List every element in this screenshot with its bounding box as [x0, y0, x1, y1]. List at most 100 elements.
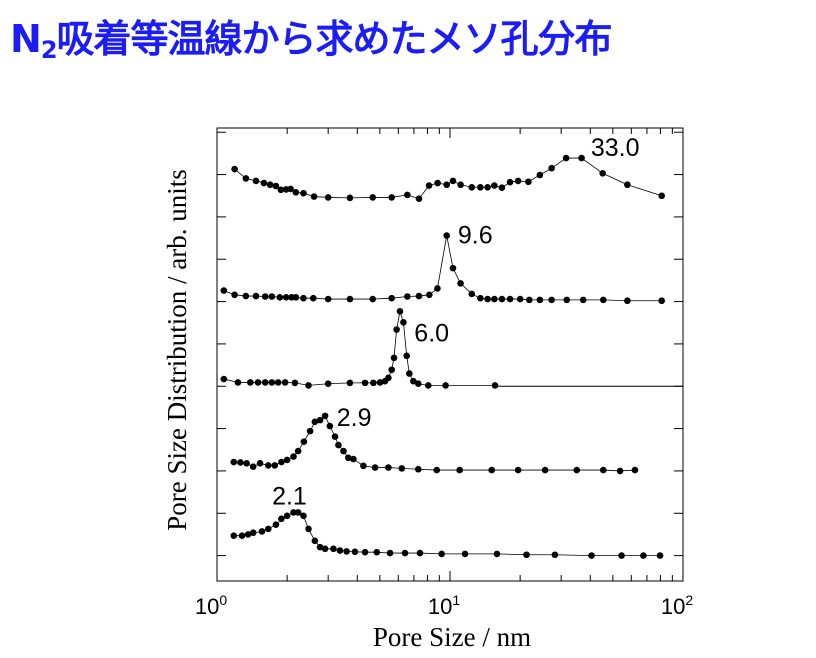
data-point	[292, 189, 300, 196]
data-point	[361, 379, 369, 387]
data-point	[656, 552, 664, 559]
peak-label: 6.0	[414, 319, 449, 347]
data-point	[579, 296, 587, 304]
data-point	[371, 464, 379, 471]
tick-base: 10	[661, 594, 685, 619]
data-point	[324, 380, 332, 388]
data-point	[324, 194, 332, 201]
data-point	[388, 366, 395, 374]
tick-exponent: 2	[685, 592, 693, 608]
data-point	[563, 296, 571, 304]
series-group	[220, 154, 683, 559]
tick-exponent: 0	[219, 592, 227, 608]
data-point	[434, 285, 441, 292]
data-point	[514, 466, 522, 474]
data-point	[290, 509, 297, 516]
data-point	[403, 352, 411, 360]
data-point	[244, 531, 252, 538]
data-point	[268, 379, 276, 386]
data-point	[433, 466, 441, 474]
data-point	[434, 179, 441, 187]
data-point	[658, 192, 665, 200]
data-point	[624, 181, 631, 189]
data-point	[415, 195, 423, 203]
tick-base: 10	[428, 594, 452, 619]
series-line	[233, 415, 635, 472]
peak-label: 9.6	[458, 222, 493, 250]
data-point	[276, 294, 284, 301]
data-point	[477, 183, 484, 191]
data-point	[449, 177, 457, 185]
data-point	[346, 295, 354, 303]
data-point	[330, 545, 337, 553]
data-point	[506, 178, 514, 186]
data-point	[249, 463, 257, 470]
data-point	[400, 319, 407, 326]
peak-label: 2.9	[337, 404, 372, 432]
data-point	[309, 294, 317, 302]
data-point	[344, 454, 352, 462]
series-33.0	[231, 154, 665, 203]
data-point	[477, 294, 484, 302]
data-point	[415, 292, 423, 300]
data-point	[272, 521, 280, 528]
data-point	[468, 183, 476, 191]
peak-label: 2.1	[272, 482, 307, 510]
data-point	[618, 552, 625, 559]
data-point	[231, 291, 238, 299]
page-title: N2吸着等温線から求めたメソ孔分布	[10, 8, 613, 64]
x-axis-label: Pore Size / nm	[373, 622, 531, 652]
title-rest: 吸着等温線から求めたメソ孔分布	[56, 17, 613, 61]
data-point	[548, 164, 555, 172]
data-point	[242, 292, 250, 300]
data-point	[536, 296, 544, 304]
data-point	[484, 295, 491, 303]
data-point	[425, 182, 433, 189]
data-point	[331, 433, 339, 440]
data-point	[261, 379, 269, 386]
data-point	[277, 186, 285, 194]
series-6.0	[220, 308, 499, 389]
data-point	[390, 354, 398, 362]
data-point	[388, 194, 395, 201]
data-point	[316, 416, 324, 424]
data-point	[393, 326, 400, 333]
data-point	[369, 194, 377, 201]
data-point	[526, 296, 533, 304]
data-point	[551, 551, 559, 559]
data-point	[258, 528, 266, 535]
data-point	[278, 458, 285, 466]
data-point	[443, 232, 451, 239]
data-point	[573, 466, 581, 474]
data-point	[425, 382, 432, 389]
data-point	[514, 177, 522, 185]
peak-label: 33.0	[591, 134, 640, 162]
data-point	[287, 185, 294, 193]
data-point	[457, 280, 464, 287]
data-point	[271, 462, 279, 469]
x-tick-labels: 100 101 102	[195, 592, 693, 619]
series-line	[223, 235, 662, 302]
series-9.6	[220, 232, 665, 305]
data-point	[414, 380, 422, 388]
data-point	[548, 296, 555, 304]
data-point	[443, 181, 451, 189]
data-point	[600, 296, 607, 304]
data-point	[266, 181, 274, 189]
y-axis-label: Pore Size Distribution / arb. units	[162, 169, 192, 530]
data-point	[268, 293, 276, 300]
series-2.1	[230, 509, 664, 559]
data-point	[316, 543, 324, 551]
data-point	[305, 382, 312, 389]
data-point	[404, 191, 411, 199]
data-point	[278, 515, 285, 523]
data-point	[321, 412, 329, 420]
data-point	[335, 441, 342, 449]
data-point	[388, 294, 395, 302]
data-point	[256, 460, 264, 467]
data-point	[254, 379, 262, 386]
data-point	[438, 550, 445, 558]
data-point	[249, 529, 257, 537]
data-point	[536, 171, 544, 179]
